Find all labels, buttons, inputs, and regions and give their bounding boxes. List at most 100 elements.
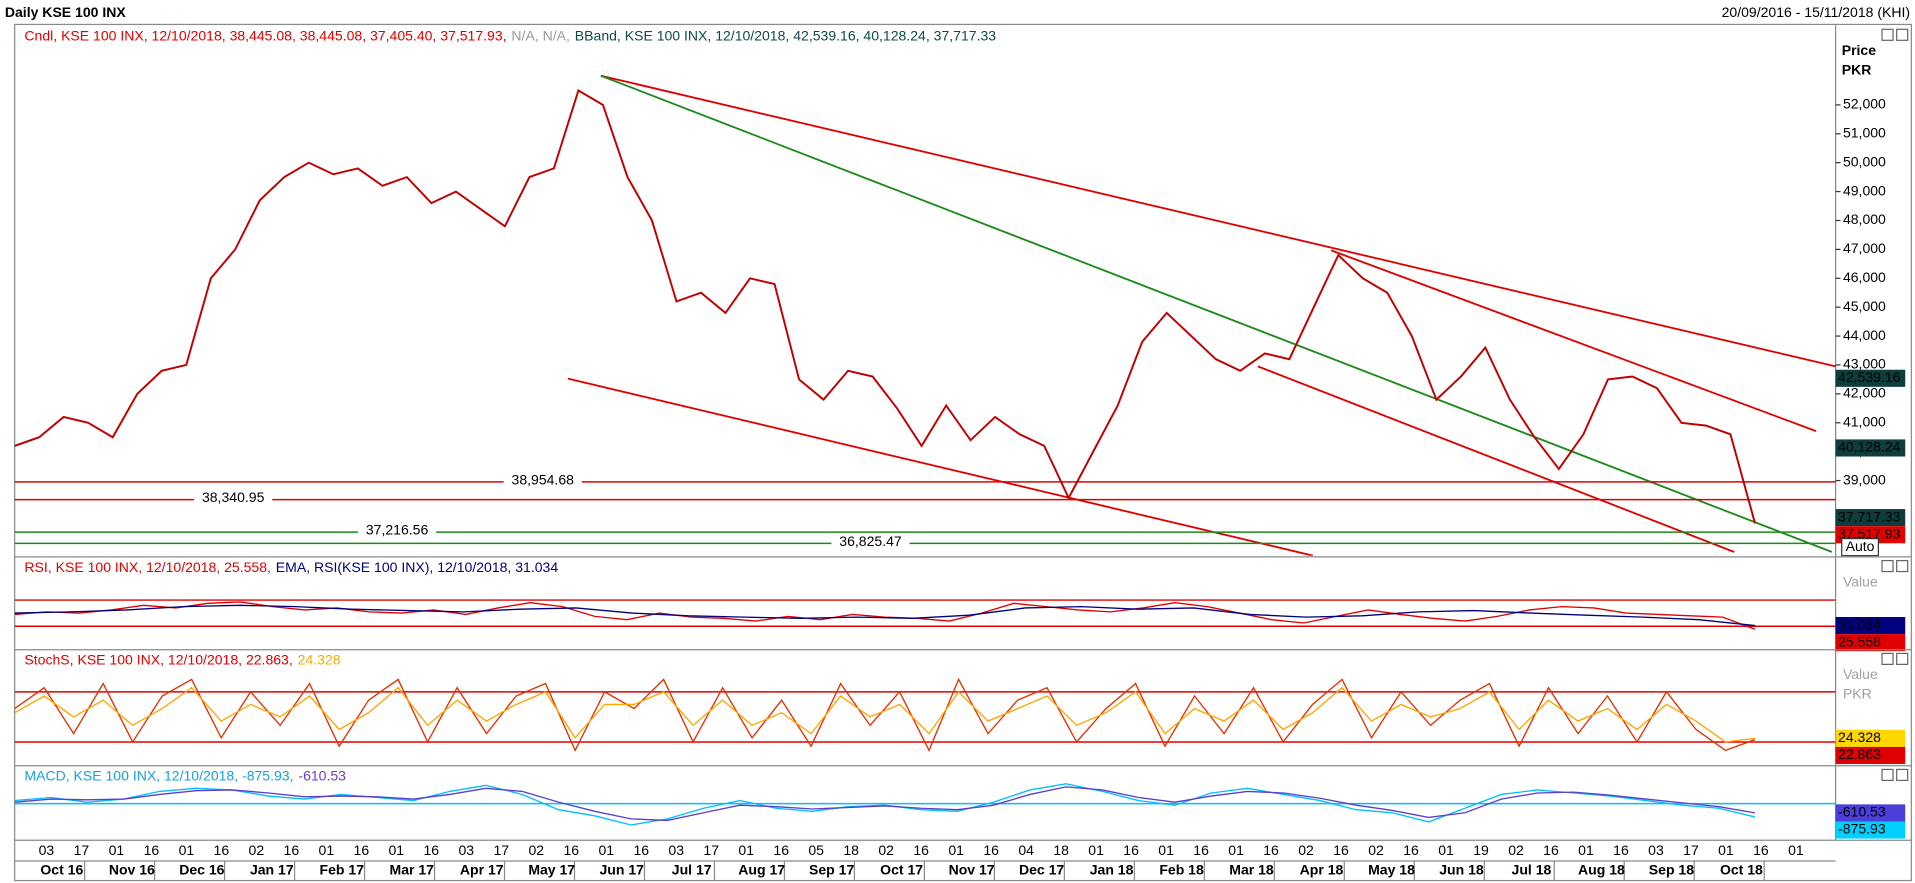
trend-line xyxy=(1257,365,1735,553)
x-day-label: 16 xyxy=(423,842,439,858)
x-day-label: 17 xyxy=(74,842,90,858)
last-value-box xyxy=(1835,746,1906,765)
x-day-label: 17 xyxy=(703,842,719,858)
x-day-label: 16 xyxy=(354,842,370,858)
x-day-label: 19 xyxy=(1473,842,1489,858)
x-day-label: 16 xyxy=(214,842,230,858)
last-value-label: 37,717.33 xyxy=(1838,508,1901,524)
y-tick-label: 39,000 xyxy=(1843,471,1886,487)
plot-area: 38,954.68 38,340.95 37,216.56 36,825.47 xyxy=(14,89,1836,550)
panel-button xyxy=(1896,652,1909,665)
last-value-label: 25.558 xyxy=(1838,633,1881,649)
x-day-label: 16 xyxy=(1403,842,1419,858)
x-day-label: 16 xyxy=(144,842,160,858)
x-day-label: 03 xyxy=(1648,842,1664,858)
x-month-label: Sep 17 xyxy=(809,861,854,877)
level-label: 37,216.56 xyxy=(366,522,429,538)
x-day-label: 01 xyxy=(948,842,964,858)
x-month-label: Apr 18 xyxy=(1300,861,1344,877)
x-month-label: May 18 xyxy=(1368,861,1415,877)
last-value-label: 31.034 xyxy=(1838,616,1881,632)
x-day-label: 01 xyxy=(598,842,614,858)
panel-button xyxy=(1896,768,1909,782)
x-month-label: Jan 17 xyxy=(250,861,294,877)
legend: RSI, KSE 100 INX, 12/10/2018, 25.558, EMA… xyxy=(24,559,558,575)
x-day-label: 01 xyxy=(1228,842,1244,858)
x-day-label: 02 xyxy=(1368,842,1384,858)
x-day-label: 16 xyxy=(1543,842,1559,858)
x-day-label: 18 xyxy=(1053,842,1069,858)
last-value-label: 42,539.16 xyxy=(1838,369,1901,385)
x-day-label: 05 xyxy=(808,842,824,858)
x-month-label: Jun 18 xyxy=(1439,861,1484,877)
plot-area xyxy=(14,677,1836,752)
x-day-label: 16 xyxy=(1333,842,1349,858)
x-month-label: Nov 17 xyxy=(949,861,995,877)
x-day-label: 17 xyxy=(493,842,509,858)
x-day-label: 03 xyxy=(668,842,684,858)
x-day-label: 01 xyxy=(738,842,754,858)
x-month-label: Feb 18 xyxy=(1159,861,1204,877)
series-line xyxy=(14,786,1756,822)
panel-button xyxy=(1896,28,1909,41)
x-month-label: Jun 17 xyxy=(599,861,644,877)
x-day-label: 16 xyxy=(284,842,300,858)
y-tick-label: 44,000 xyxy=(1843,327,1886,343)
panel-button xyxy=(1881,559,1894,573)
last-value-box xyxy=(1835,804,1906,822)
panel-button xyxy=(1881,652,1894,665)
x-day-label: 16 xyxy=(563,842,579,858)
x-day-label: 16 xyxy=(983,842,999,858)
level-label-bg xyxy=(357,523,437,539)
legend: Cndl, KSE 100 INX, 12/10/2018, 38,445.08… xyxy=(24,27,996,43)
legend-entry: -610.53 xyxy=(298,767,346,783)
x-month-label: Nov 16 xyxy=(109,861,155,877)
x-month-label: Sep 18 xyxy=(1649,861,1694,877)
x-day-label: 16 xyxy=(1193,842,1209,858)
level-label: 36,825.47 xyxy=(839,533,902,549)
x-day-label: 16 xyxy=(1613,842,1629,858)
level-label-bg xyxy=(503,473,582,488)
panel-button xyxy=(1881,768,1894,782)
last-value-label: 24.328 xyxy=(1838,729,1881,745)
x-day-label: 03 xyxy=(39,842,55,858)
auto-button xyxy=(1841,537,1879,557)
y-tick-label: 50,000 xyxy=(1843,153,1886,169)
x-day-label: 16 xyxy=(913,842,929,858)
x-day-label: 01 xyxy=(1438,842,1454,858)
x-month-label: Oct 18 xyxy=(1720,861,1763,877)
axis-label: Price xyxy=(1842,42,1877,58)
plot-area xyxy=(14,783,1836,826)
auto-button-label[interactable]: Auto xyxy=(1846,538,1875,554)
axis-label: Value xyxy=(1843,666,1878,682)
series-line xyxy=(14,677,1756,752)
legend: StochS, KSE 100 INX, 12/10/2018, 22.863,… xyxy=(24,651,340,667)
last-value-box xyxy=(1835,617,1906,635)
y-tick-label: 47,000 xyxy=(1843,240,1886,256)
x-day-label: 17 xyxy=(1683,842,1699,858)
x-day-label: 02 xyxy=(249,842,265,858)
chart-title: Daily KSE 100 INX xyxy=(5,4,127,20)
legend-entry: RSI, KSE 100 INX, 12/10/2018, 25.558, xyxy=(24,559,271,575)
x-month-label: Jan 18 xyxy=(1090,861,1134,877)
x-day-label: 16 xyxy=(773,842,789,858)
plot-area xyxy=(14,599,1836,630)
x-day-label: 16 xyxy=(1123,842,1139,858)
x-month-label: Mar 18 xyxy=(1229,861,1274,877)
legend-entry: Cndl, KSE 100 INX, 12/10/2018, 38,445.08… xyxy=(24,27,506,43)
x-day-label: 01 xyxy=(1578,842,1594,858)
y-tick-label: 52,000 xyxy=(1843,96,1886,112)
x-month-label: Mar 17 xyxy=(390,861,435,877)
x-month-label: Dec 16 xyxy=(179,861,224,877)
panel-button xyxy=(1896,559,1909,573)
chart-frame xyxy=(14,23,1912,882)
date-range: 20/09/2016 - 15/11/2018 (KHI) xyxy=(1722,4,1911,20)
y-tick-label: 42,000 xyxy=(1843,385,1886,401)
last-value-label: 40,128.24 xyxy=(1838,439,1901,455)
trend-line xyxy=(600,74,1836,368)
x-day-label: 01 xyxy=(1788,842,1804,858)
last-value-label: -875.93 xyxy=(1838,821,1886,837)
